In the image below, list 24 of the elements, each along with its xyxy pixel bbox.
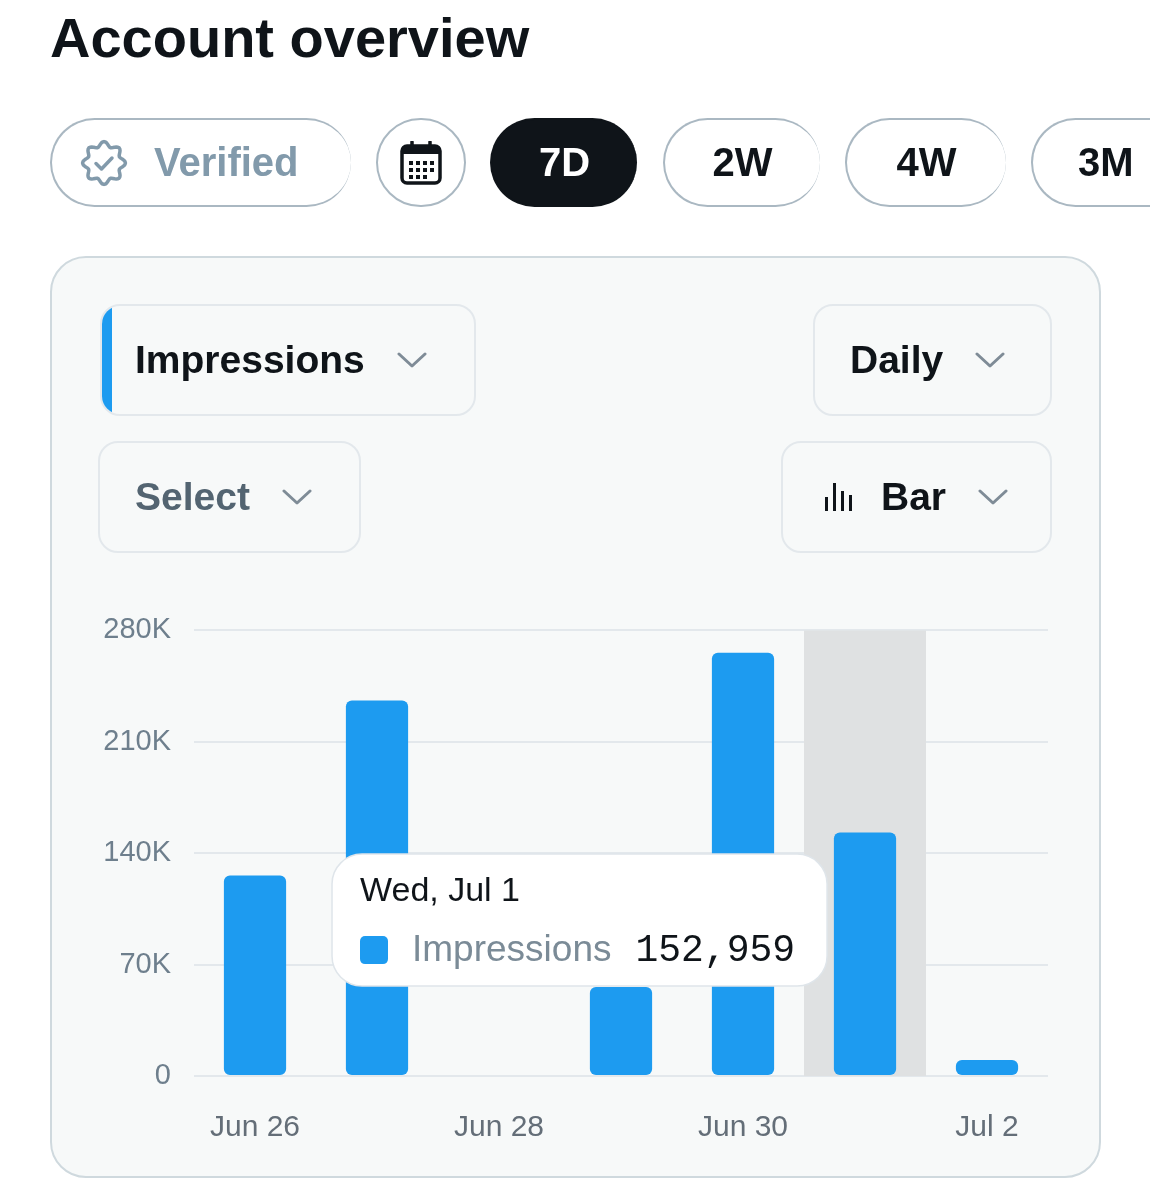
annotation: 152,959 — [635, 929, 796, 973]
chart-title: Account overview — [50, 6, 530, 69]
button[interactable] — [376, 118, 466, 207]
bar — [833, 832, 897, 1075]
y-tick-label: 140K — [103, 835, 172, 868]
dropdown[interactable]: Daily — [813, 304, 1052, 416]
bar — [589, 986, 653, 1075]
dropdown[interactable]: Bar — [781, 441, 1052, 553]
button[interactable]: 3M — [1031, 118, 1150, 207]
x-tick-label: Jul 2 — [955, 1109, 1019, 1143]
annotation: Wed, Jul 1 — [360, 870, 521, 909]
y-tick-label: 0 — [154, 1058, 171, 1090]
dropdown[interactable]: Impressions — [100, 304, 476, 416]
y-tick-label: 70K — [119, 946, 172, 979]
x-tick-label: Jun 28 — [453, 1109, 545, 1143]
dropdown[interactable]: Select — [98, 441, 361, 553]
y-tick-label: 280K — [103, 612, 172, 645]
x-tick-label: Jun 30 — [697, 1109, 789, 1143]
x-tick-label: Jun 26 — [209, 1109, 301, 1143]
button[interactable]: 7D — [490, 118, 637, 207]
y-tick-label: 210K — [103, 723, 172, 756]
bar — [223, 875, 287, 1075]
legend-label: Impressions — [412, 928, 612, 970]
bar — [955, 1060, 1019, 1075]
